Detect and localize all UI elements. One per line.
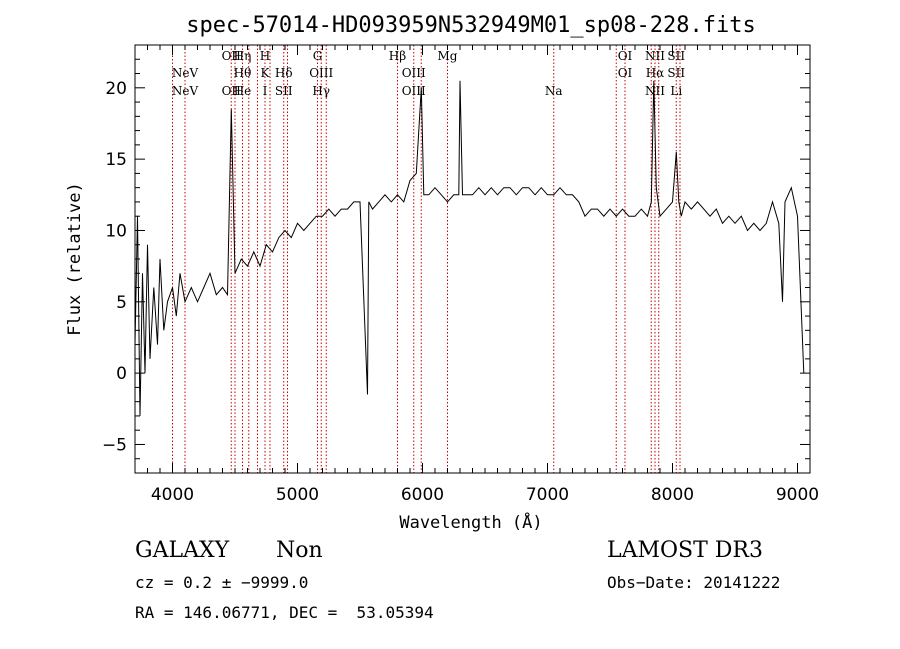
y-axis-label: Flux (relative) xyxy=(65,182,85,336)
line-label-top-11: G xyxy=(313,49,323,63)
line-label-bottom-9: SII xyxy=(275,84,293,98)
line-label-mid-24: SII xyxy=(667,66,685,80)
line-label-mid-4: Hθ xyxy=(234,66,252,80)
x-tick-label: 6000 xyxy=(401,485,444,505)
line-label-mid-9: Hδ xyxy=(275,66,293,80)
line-label-bottom-15: OIII xyxy=(402,84,426,98)
line-label-bottom-2: OII xyxy=(222,84,242,98)
survey-name: LAMOST DR3 xyxy=(607,538,763,563)
x-tick-label: 4000 xyxy=(151,485,194,505)
spectrum-line-0 xyxy=(134,80,805,416)
line-label-bottom-1: NeV xyxy=(172,84,199,98)
line-label-top-4: Hη xyxy=(234,49,252,63)
spectrum-series xyxy=(134,80,805,416)
y-tick-label: 10 xyxy=(105,221,127,241)
line-label-bottom-18: Na xyxy=(545,84,563,98)
x-axis-label: Wavelength (Å) xyxy=(399,511,542,533)
emission-line-markers xyxy=(172,45,681,473)
y-tick-label: 0 xyxy=(116,364,127,384)
object-subclass: Non xyxy=(276,538,323,563)
x-tick-label: 9000 xyxy=(776,485,819,505)
emission-line-labels: NeVNeVOIIOIIHηHθHeHKIHδSIIGOIIIHγHβOIIIO… xyxy=(172,49,686,98)
line-label-top-14: Hβ xyxy=(389,49,406,63)
x-tick-label: 8000 xyxy=(651,485,694,505)
line-label-mid-22: Hα xyxy=(646,66,665,80)
y-tick-label: 20 xyxy=(105,79,127,99)
line-label-top-24: SII xyxy=(667,49,685,63)
line-label-top-2: OII xyxy=(222,49,242,63)
line-label-top-20: OI xyxy=(618,49,633,63)
line-label-bottom-24: Li xyxy=(670,84,682,98)
redshift-text: cz = 0.2 ± −9999.0 xyxy=(135,573,309,592)
line-label-bottom-4: He xyxy=(234,84,252,98)
object-class: GALAXY xyxy=(135,538,230,563)
y-tick-label: 5 xyxy=(116,293,127,313)
y-tick-label: −5 xyxy=(102,435,127,455)
line-label-mid-20: OI xyxy=(618,66,633,80)
line-label-top-17: Mg xyxy=(438,49,458,63)
x-tick-label: 5000 xyxy=(276,485,319,505)
y-axis: −5 0 5 10 15 20 xyxy=(102,44,810,474)
coordinates: RA = 146.06771, DEC = 53.05394 xyxy=(135,603,434,622)
line-label-bottom-12: Hγ xyxy=(312,84,330,98)
x-tick-label: 7000 xyxy=(526,485,569,505)
line-label-bottom-22: NII xyxy=(645,84,665,98)
plot-frame xyxy=(134,44,811,474)
y-tick-label: 15 xyxy=(105,150,127,170)
line-label-mid-1: NeV xyxy=(172,66,199,80)
line-label-mid-7: K xyxy=(261,66,271,80)
line-label-bottom-7: I xyxy=(263,84,268,98)
line-label-mid-12: OIII xyxy=(309,66,333,80)
line-label-top-7: H xyxy=(260,49,270,63)
obs-date: Obs−Date: 20141222 xyxy=(607,573,781,592)
x-axis: 4000 5000 6000 7000 8000 9000 xyxy=(147,45,819,505)
chart-title: spec-57014-HD093959N532949M01_sp08-228.f… xyxy=(186,13,756,38)
line-label-mid-15: OIII xyxy=(402,66,426,80)
line-label-top-22: NII xyxy=(645,49,665,63)
